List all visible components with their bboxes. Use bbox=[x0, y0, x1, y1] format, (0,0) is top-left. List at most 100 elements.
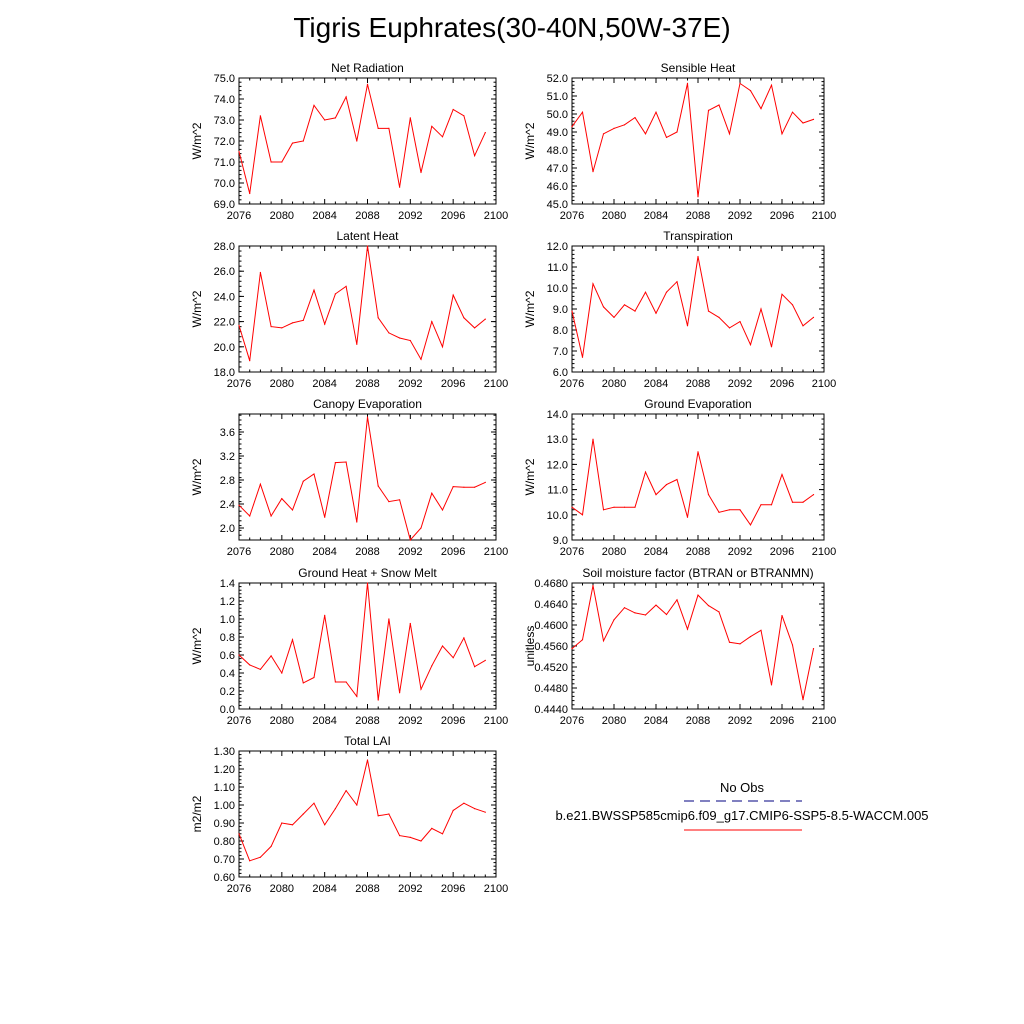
data-point bbox=[334, 681, 336, 683]
y-axis-label: m2/m2 bbox=[190, 795, 204, 832]
data-point bbox=[409, 622, 411, 625]
data-point bbox=[623, 304, 626, 306]
plot-frame bbox=[571, 245, 825, 373]
x-tick-label: 2088 bbox=[355, 546, 379, 558]
subplot-title: Ground Evaporation bbox=[644, 397, 751, 411]
data-point bbox=[313, 676, 315, 679]
data-point bbox=[739, 509, 741, 511]
y-tick-label: 10.0 bbox=[547, 283, 568, 295]
x-tick-label: 2100 bbox=[484, 378, 508, 390]
data-point bbox=[270, 161, 272, 163]
x-tick-label: 2080 bbox=[270, 210, 294, 222]
data-point bbox=[452, 486, 454, 488]
x-tick-label: 2084 bbox=[312, 883, 336, 895]
x-tick-label: 2084 bbox=[644, 378, 668, 390]
y-tick-label: 6.0 bbox=[553, 367, 568, 379]
data-point bbox=[686, 516, 689, 518]
data-point bbox=[291, 509, 294, 511]
y-tick-label: 1.2 bbox=[220, 596, 235, 608]
y-tick-label: 18.0 bbox=[214, 367, 235, 379]
data-point bbox=[366, 582, 369, 584]
y-tick-label: 0.70 bbox=[214, 854, 235, 866]
y-tick-label: 22.0 bbox=[214, 317, 235, 329]
y-axis-label: W/m^2 bbox=[523, 458, 537, 495]
y-axis-label: W/m^2 bbox=[523, 122, 537, 159]
data-point bbox=[474, 808, 476, 810]
data-point bbox=[313, 473, 315, 475]
data-point bbox=[484, 132, 486, 134]
data-point bbox=[602, 306, 605, 308]
data-point bbox=[291, 824, 294, 826]
x-tick-label: 2096 bbox=[441, 378, 465, 390]
plot-frame bbox=[238, 77, 497, 205]
data-point bbox=[760, 504, 762, 506]
x-tick-label: 2080 bbox=[270, 378, 294, 390]
data-point bbox=[634, 117, 636, 119]
y-tick-label: 45.0 bbox=[547, 199, 568, 211]
panel-2: 2076 2080 2084 2088 2092 2096 2100 45.0 46.0 47.0… bbox=[523, 61, 836, 222]
data-point bbox=[623, 506, 626, 508]
data-point bbox=[356, 140, 358, 142]
y-tick-label: 1.10 bbox=[214, 782, 235, 794]
y-tick-label: 74.0 bbox=[214, 94, 235, 106]
data-point bbox=[388, 501, 390, 503]
data-point bbox=[613, 619, 615, 621]
x-tick-label: 2096 bbox=[770, 378, 794, 390]
data-point bbox=[707, 494, 710, 496]
data-point bbox=[345, 96, 347, 98]
data-point bbox=[697, 255, 699, 258]
data-point bbox=[484, 318, 486, 320]
data-point bbox=[581, 639, 584, 641]
data-point bbox=[571, 126, 573, 128]
x-tick-label: 2100 bbox=[812, 210, 836, 222]
data-point bbox=[634, 612, 636, 614]
y-tick-label: 71.0 bbox=[214, 157, 235, 169]
y-tick-label: 0.2 bbox=[220, 686, 235, 698]
data-point bbox=[399, 692, 401, 694]
series-line bbox=[571, 439, 814, 526]
subplot-title: Latent Heat bbox=[336, 229, 399, 243]
x-tick-label: 2080 bbox=[270, 546, 294, 558]
x-tick-label: 2100 bbox=[812, 546, 836, 558]
data-point bbox=[238, 654, 240, 656]
data-point bbox=[452, 657, 454, 659]
data-point bbox=[623, 124, 626, 126]
x-tick-label: 2088 bbox=[686, 378, 710, 390]
x-tick-label: 2092 bbox=[728, 210, 752, 222]
data-point bbox=[441, 346, 444, 348]
x-tick-label: 2096 bbox=[441, 210, 465, 222]
data-point bbox=[728, 327, 731, 329]
data-point bbox=[760, 308, 762, 310]
y-tick-label: 47.0 bbox=[547, 163, 568, 175]
data-point bbox=[602, 133, 605, 135]
data-point bbox=[324, 824, 326, 826]
x-tick-label: 2096 bbox=[770, 715, 794, 727]
x-tick-label: 2076 bbox=[560, 210, 584, 222]
data-point bbox=[644, 133, 647, 135]
y-tick-label: 0.90 bbox=[214, 818, 235, 830]
data-point bbox=[665, 291, 668, 293]
x-tick-label: 2088 bbox=[355, 210, 379, 222]
plot-frame bbox=[238, 245, 497, 373]
subplot-title: Transpiration bbox=[663, 229, 733, 243]
y-tick-label: 0.8 bbox=[220, 632, 235, 644]
y-tick-label: 12.0 bbox=[547, 459, 568, 471]
data-point bbox=[334, 293, 336, 295]
y-tick-label: 9.0 bbox=[553, 304, 568, 316]
y-tick-label: 1.20 bbox=[214, 764, 235, 776]
panel-1: 2076 2080 2084 2088 2092 2096 2100 69.0 70.0 71.0… bbox=[190, 61, 508, 222]
data-point bbox=[718, 316, 720, 318]
data-point bbox=[581, 514, 584, 516]
y-tick-label: 0.4440 bbox=[534, 704, 568, 716]
data-point bbox=[602, 640, 605, 642]
data-point bbox=[441, 833, 444, 835]
data-point bbox=[420, 358, 422, 360]
y-tick-label: 12.0 bbox=[547, 241, 568, 253]
y-tick-label: 7.0 bbox=[553, 346, 568, 358]
x-tick-label: 2084 bbox=[312, 210, 336, 222]
data-point bbox=[655, 111, 657, 113]
x-tick-label: 2084 bbox=[644, 546, 668, 558]
data-point bbox=[281, 672, 283, 674]
x-tick-label: 2096 bbox=[770, 546, 794, 558]
y-tick-label: 26.0 bbox=[214, 266, 235, 278]
